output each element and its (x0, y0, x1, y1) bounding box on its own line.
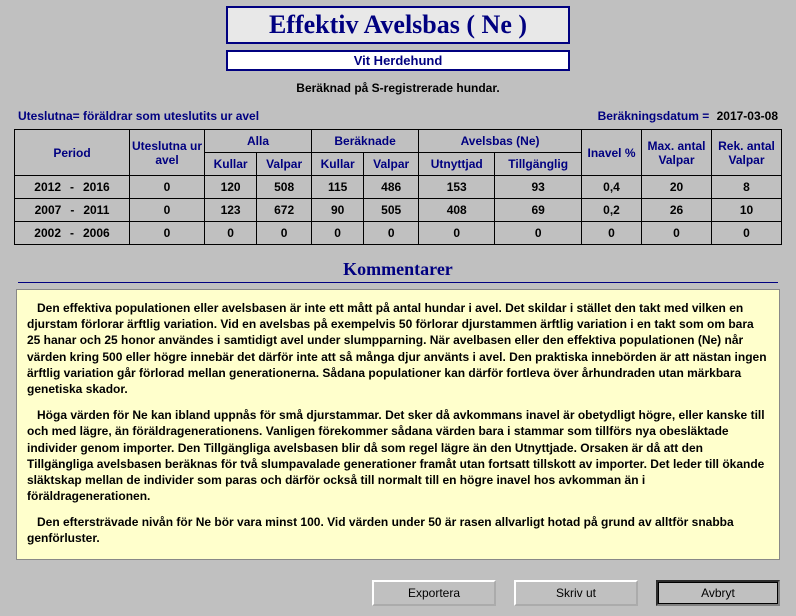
cell: 10 (712, 199, 782, 222)
cell: 486 (364, 176, 419, 199)
meta-right-label: Beräkningsdatum = (598, 109, 710, 123)
cell: 0 (364, 222, 419, 245)
cell: 0 (130, 222, 205, 245)
cell-period: 2007-2011 (15, 199, 130, 222)
meta-right-value: 2017-03-08 (717, 109, 778, 123)
window: Effektiv Avelsbas ( Ne ) Vit Herdehund B… (0, 0, 796, 616)
cell: 120 (205, 176, 257, 199)
cell: 90 (312, 199, 364, 222)
cell: 0 (419, 222, 495, 245)
meta-right: Beräkningsdatum = 2017-03-08 (598, 109, 778, 123)
breed-box: Vit Herdehund (226, 50, 570, 71)
cell: 0,2 (582, 199, 642, 222)
comment-paragraph: Den effektiva populationen eller avelsba… (27, 300, 769, 397)
cell: 0 (495, 222, 582, 245)
subtitle-note: Beräknad på S-registrerade hundar. (14, 81, 782, 95)
print-button[interactable]: Skriv ut (514, 580, 638, 606)
export-button[interactable]: Exportera (372, 580, 496, 606)
meta-left: Uteslutna= föräldrar som uteslutits ur a… (18, 109, 259, 123)
cell-period: 2002-2006 (15, 222, 130, 245)
meta-row: Uteslutna= föräldrar som uteslutits ur a… (14, 109, 782, 123)
cell: 123 (205, 199, 257, 222)
cell: 93 (495, 176, 582, 199)
col-utnyttjad: Utnyttjad (419, 153, 495, 176)
comments-title: Kommentarer (18, 259, 778, 283)
col-uteslutna: Uteslutna ur avel (130, 130, 205, 176)
table-row: 2002-2006 0 0 0 0 0 0 0 0 0 0 (15, 222, 782, 245)
col-max: Max. antal Valpar (642, 130, 712, 176)
cell: 0 (642, 222, 712, 245)
cell-period: 2012-2016 (15, 176, 130, 199)
comments-box: Den effektiva populationen eller avelsba… (16, 289, 780, 560)
cell: 0 (582, 222, 642, 245)
data-table: Period Uteslutna ur avel Alla Beräknade … (14, 129, 782, 245)
cell: 20 (642, 176, 712, 199)
cell: 8 (712, 176, 782, 199)
col-rek: Rek. antal Valpar (712, 130, 782, 176)
button-row: Exportera Skriv ut Avbryt (372, 580, 780, 606)
cell: 69 (495, 199, 582, 222)
cell: 505 (364, 199, 419, 222)
cell: 0 (205, 222, 257, 245)
cell: 0 (130, 176, 205, 199)
title-box: Effektiv Avelsbas ( Ne ) (226, 6, 570, 44)
cancel-button[interactable]: Avbryt (656, 580, 780, 606)
table-row: 2007-2011 0 123 672 90 505 408 69 0,2 26… (15, 199, 782, 222)
table-body: 2012-2016 0 120 508 115 486 153 93 0,4 2… (15, 176, 782, 245)
col-alla: Alla (205, 130, 312, 153)
col-alla-valpar: Valpar (257, 153, 312, 176)
cell: 672 (257, 199, 312, 222)
cell: 0 (257, 222, 312, 245)
cell: 153 (419, 176, 495, 199)
col-beraknade: Beräknade (312, 130, 419, 153)
cell: 0 (312, 222, 364, 245)
col-tillganglig: Tillgänglig (495, 153, 582, 176)
cell: 26 (642, 199, 712, 222)
cell: 508 (257, 176, 312, 199)
cell: 0,4 (582, 176, 642, 199)
comment-paragraph: Höga värden för Ne kan ibland uppnås för… (27, 407, 769, 504)
col-period: Period (15, 130, 130, 176)
comment-paragraph: Den eftersträvade nivån för Ne bör vara … (27, 514, 769, 546)
table-row: 2012-2016 0 120 508 115 486 153 93 0,4 2… (15, 176, 782, 199)
cell: 0 (130, 199, 205, 222)
cell: 0 (712, 222, 782, 245)
page-title: Effektiv Avelsbas ( Ne ) (269, 10, 527, 39)
cell: 408 (419, 199, 495, 222)
col-avelsbas: Avelsbas (Ne) (419, 130, 582, 153)
col-inavel: Inavel % (582, 130, 642, 176)
cell: 115 (312, 176, 364, 199)
col-ber-kullar: Kullar (312, 153, 364, 176)
col-ber-valpar: Valpar (364, 153, 419, 176)
col-alla-kullar: Kullar (205, 153, 257, 176)
